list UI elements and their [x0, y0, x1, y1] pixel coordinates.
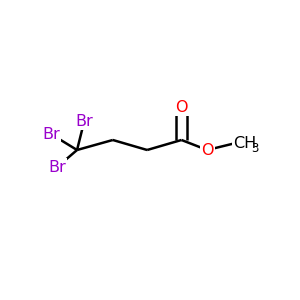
- Text: 3: 3: [251, 142, 258, 155]
- Text: O: O: [201, 142, 214, 158]
- Text: CH: CH: [233, 136, 256, 151]
- Text: Br: Br: [42, 127, 60, 142]
- Text: Br: Br: [48, 160, 66, 175]
- Text: Br: Br: [75, 114, 93, 129]
- Text: O: O: [175, 100, 188, 115]
